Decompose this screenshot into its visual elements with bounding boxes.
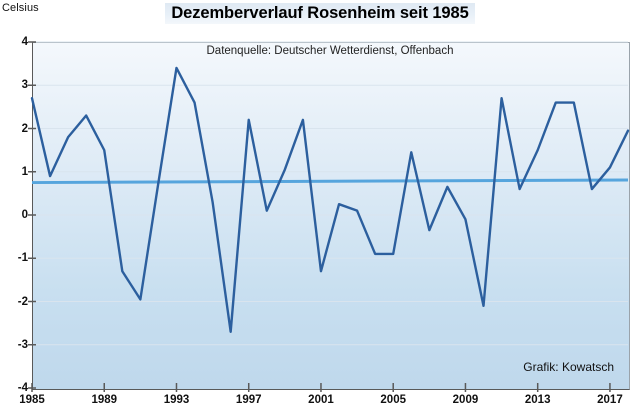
x-axis-tick-label: 2009 <box>452 394 479 406</box>
x-axis-tick-label: 2005 <box>380 394 406 406</box>
trend-line <box>31 178 629 185</box>
graphic-credit-note: Grafik: Kowatsch <box>523 360 614 374</box>
x-axis-tick-label: 2017 <box>597 394 623 406</box>
y-axis-tick-labels: 4 3 2 1 0 -1 -2 -3 -4 <box>0 0 28 414</box>
x-axis-tick-label: 1989 <box>91 394 118 406</box>
y-axis-tick-label: -3 <box>17 338 28 351</box>
x-axis-tick-label: 2001 <box>308 394 334 406</box>
x-axis-tick-label: 1993 <box>163 394 190 406</box>
y-axis-tick-label: 4 <box>21 36 28 48</box>
y-axis-tick-label: -4 <box>17 382 28 394</box>
chart-title-text: Dezemberverlauf Rosenheim seit 1985 <box>165 3 475 24</box>
y-axis-tick-label: 3 <box>21 79 28 92</box>
plot-area: Datenquelle: Deutscher Wetterdienst, Off… <box>28 41 630 392</box>
y-axis-tick-label: -1 <box>17 252 28 265</box>
y-axis-tick-label: 2 <box>21 122 28 135</box>
plot-svg <box>28 41 630 392</box>
plot-background <box>32 42 630 390</box>
temperature-series-line <box>30 66 630 333</box>
data-source-note: Datenquelle: Deutscher Wetterdienst, Off… <box>206 45 454 57</box>
x-axis-tick-label: 1985 <box>19 394 45 406</box>
chart-title: Dezemberverlauf Rosenheim seit 1985 <box>0 3 640 24</box>
x-axis-tick-label: 2013 <box>524 394 551 406</box>
x-axis-tick-label: 1997 <box>235 394 262 406</box>
y-axis-tick-label: -2 <box>17 295 28 308</box>
y-axis-tick-label: 0 <box>21 209 28 221</box>
y-axis-tick-label: 1 <box>21 165 28 178</box>
y-axis-unit-label: Celsius <box>2 2 39 14</box>
